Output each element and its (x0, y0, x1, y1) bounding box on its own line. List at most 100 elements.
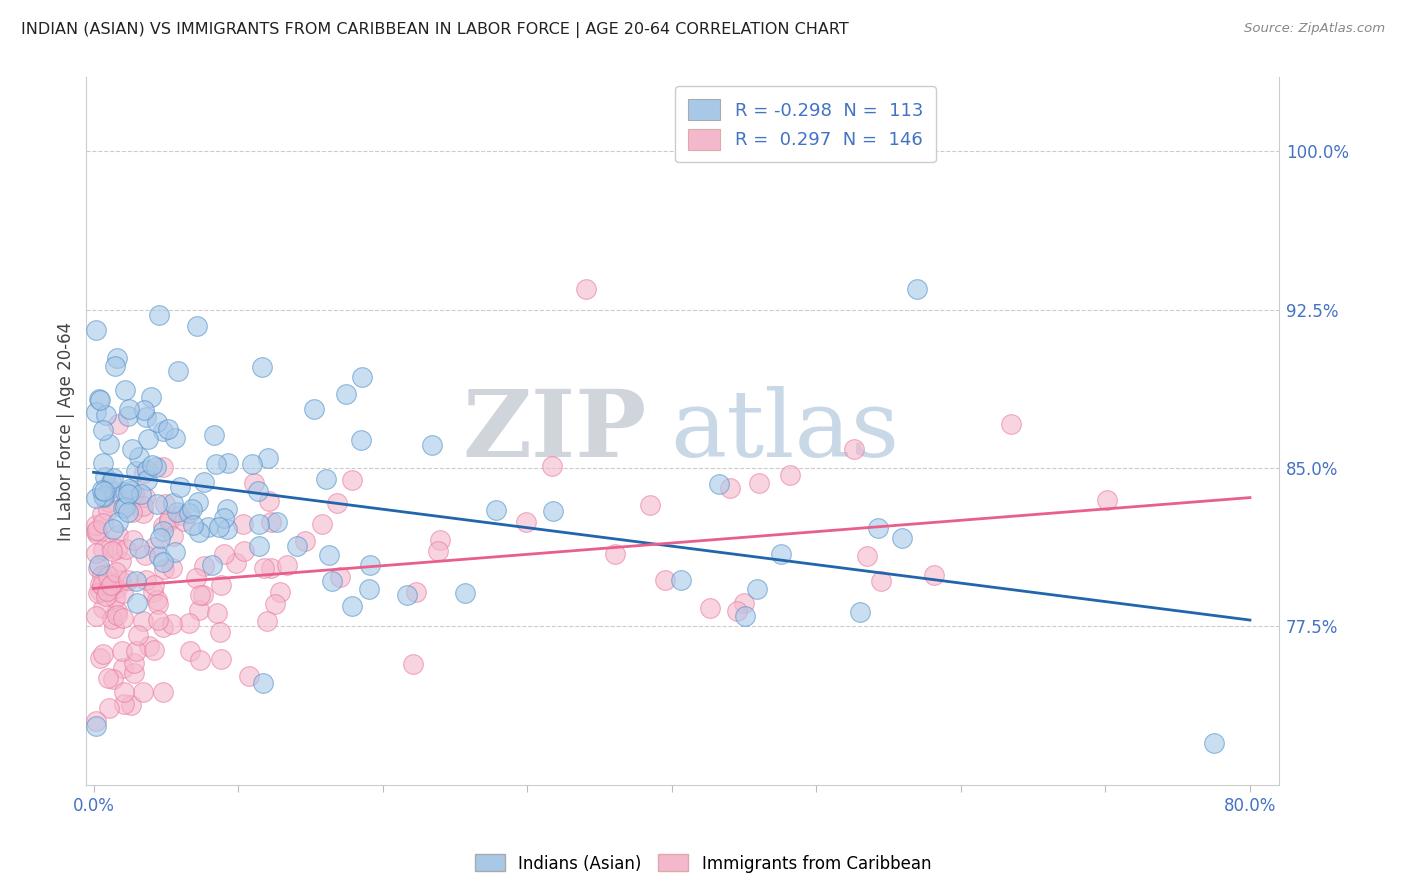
Point (114, 484, 136, 499)
Point (315, 472, 337, 486)
Point (209, 578, 232, 592)
Point (718, 481, 741, 495)
Point (134, 548, 156, 562)
Point (734, 609, 756, 624)
Point (101, 543, 124, 558)
Point (201, 558, 224, 572)
Point (160, 561, 183, 575)
Point (359, 582, 381, 596)
Point (132, 506, 155, 520)
Point (350, 370, 373, 384)
Point (242, 476, 264, 491)
Point (247, 484, 270, 499)
Point (187, 524, 209, 539)
Point (269, 585, 291, 599)
Point (125, 464, 148, 478)
Point (100, 475, 122, 490)
Point (152, 524, 174, 538)
Text: Source: ZipAtlas.com: Source: ZipAtlas.com (1244, 22, 1385, 36)
Point (114, 500, 136, 514)
Point (97, 482, 120, 496)
Point (145, 459, 167, 474)
Point (257, 493, 280, 508)
Point (97, 437, 120, 451)
Point (285, 539, 308, 553)
Point (86, 718, 108, 732)
Point (104, 591, 127, 606)
Point (225, 556, 247, 570)
Point (193, 559, 215, 574)
Point (117, 409, 139, 423)
Point (907, 282, 929, 296)
Point (152, 459, 174, 474)
Point (575, 282, 598, 296)
Point (252, 675, 274, 690)
Point (98, 580, 121, 594)
Point (118, 401, 141, 416)
Point (294, 533, 316, 548)
Point (136, 432, 159, 446)
Point (94, 469, 117, 483)
Point (190, 588, 212, 602)
Point (188, 603, 211, 617)
Point (359, 558, 381, 573)
Point (103, 621, 125, 635)
Point (146, 592, 169, 607)
Point (97, 671, 120, 685)
Point (405, 585, 427, 599)
Point (110, 574, 132, 589)
Point (141, 458, 163, 473)
Point (215, 502, 238, 516)
Point (148, 549, 170, 564)
Point (605, 547, 627, 561)
Point (202, 428, 225, 442)
Point (139, 390, 162, 404)
Point (121, 442, 143, 456)
Point (541, 504, 564, 518)
Y-axis label: In Labor Force | Age 20-64: In Labor Force | Age 20-64 (58, 321, 75, 541)
Point (422, 438, 444, 452)
Point (866, 520, 889, 534)
Point (111, 586, 134, 600)
Point (485, 502, 508, 516)
Point (97, 701, 120, 715)
Point (163, 431, 186, 445)
Point (100, 540, 122, 554)
Point (93, 484, 115, 499)
Point (638, 498, 661, 512)
Point (107, 417, 129, 432)
Point (429, 533, 451, 548)
Point (101, 484, 124, 499)
Point (335, 386, 357, 401)
Point (91, 423, 114, 437)
Point (177, 507, 200, 521)
Point (136, 474, 159, 488)
Point (541, 458, 564, 473)
Point (94, 589, 117, 603)
Point (135, 409, 157, 424)
Point (86, 405, 108, 419)
Point (162, 496, 184, 510)
Point (110, 554, 132, 568)
Point (135, 573, 157, 587)
Point (252, 360, 274, 375)
Point (396, 588, 419, 602)
Point (97, 502, 120, 516)
Point (91, 516, 114, 530)
Point (86, 524, 108, 538)
Point (96, 567, 118, 582)
Point (179, 616, 201, 631)
Text: ZIP: ZIP (463, 386, 647, 476)
Point (162, 616, 184, 631)
Point (181, 502, 204, 516)
Point (233, 543, 256, 558)
Point (128, 541, 150, 555)
Point (96, 583, 118, 598)
Point (162, 529, 184, 543)
Point (745, 582, 768, 597)
Point (707, 477, 730, 491)
Point (870, 574, 893, 588)
Point (153, 497, 176, 511)
Point (129, 487, 152, 501)
Point (1000, 417, 1022, 432)
